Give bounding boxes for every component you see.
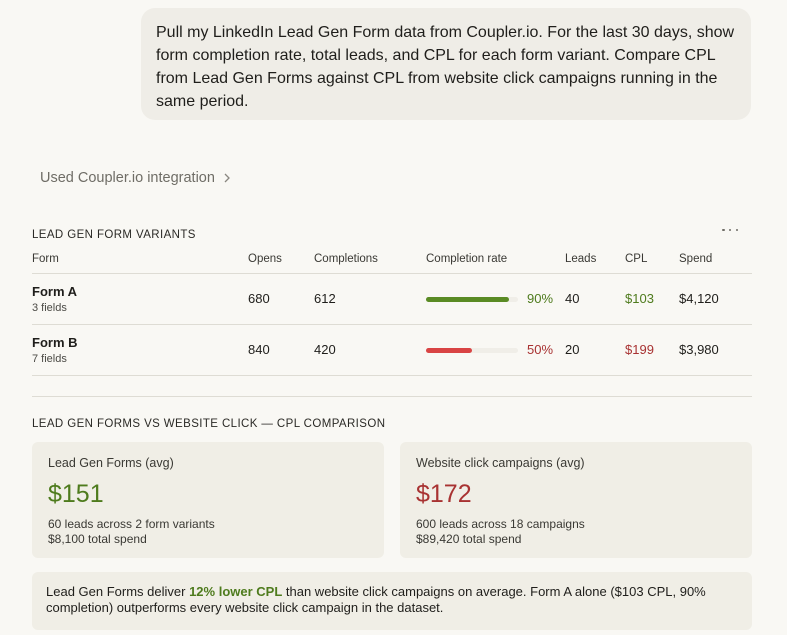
summary-text-before: Lead Gen Forms deliver	[46, 584, 190, 599]
table-row: Form B 7 fields 840 420 50% 20 $199 $3,9…	[32, 325, 752, 376]
cpl-value: $199	[625, 342, 654, 357]
opens-value: 840	[248, 342, 270, 357]
website-click-card: Website click campaigns (avg) $172 600 l…	[400, 442, 752, 558]
summary-callout: Lead Gen Forms deliver 12% lower CPL tha…	[32, 572, 752, 630]
lead-gen-card: Lead Gen Forms (avg) $151 60 leads acros…	[32, 442, 384, 558]
completion-rate-bar	[426, 348, 518, 353]
leads-value: 20	[565, 342, 580, 357]
col-cpl: CPL	[625, 253, 648, 265]
spend-value: $3,980	[679, 342, 719, 357]
completion-rate-value: 50%	[527, 342, 554, 357]
table-row: Form A 3 fields 680 612 90% 40 $103 $4,1…	[32, 274, 752, 325]
summary-highlight: 12% lower CPL	[189, 584, 283, 599]
user-message-bubble: Pull my LinkedIn Lead Gen Form data from…	[141, 8, 751, 120]
table-header: Form Opens Completions Completion rate L…	[32, 250, 752, 274]
tool-use-toggle[interactable]: Used Coupler.io integration	[40, 170, 231, 186]
cpl-value: $103	[625, 291, 654, 306]
completion-rate-fill	[426, 297, 509, 302]
more-options-icon[interactable]	[722, 222, 738, 238]
lead-gen-spend: $8,100 total spend	[48, 532, 147, 546]
completions-value: 612	[314, 291, 336, 306]
website-click-leads: 600 leads across 18 campaigns	[416, 517, 585, 531]
leads-value: 40	[565, 291, 580, 306]
col-form: Form	[32, 253, 59, 265]
lead-gen-label: Lead Gen Forms (avg)	[48, 456, 174, 470]
website-click-spend: $89,420 total spend	[416, 532, 522, 546]
chevron-right-icon	[223, 171, 231, 186]
website-click-cpl: $172	[416, 480, 472, 508]
completion-rate-fill	[426, 348, 472, 353]
lead-gen-cpl: $151	[48, 480, 104, 508]
tool-use-label: Used Coupler.io integration	[40, 170, 215, 186]
lead-gen-leads: 60 leads across 2 form variants	[48, 517, 215, 531]
user-message-text: Pull my LinkedIn Lead Gen Form data from…	[156, 24, 735, 110]
col-leads: Leads	[565, 253, 597, 265]
section-divider	[32, 396, 752, 397]
form-fields: 3 fields	[32, 302, 67, 314]
col-completion-rate: Completion rate	[426, 253, 508, 265]
variants-section-title: LEAD GEN FORM VARIANTS	[32, 229, 196, 241]
completions-value: 420	[314, 342, 336, 357]
opens-value: 680	[248, 291, 270, 306]
form-fields: 7 fields	[32, 353, 67, 365]
completion-rate-bar	[426, 297, 518, 302]
spend-value: $4,120	[679, 291, 719, 306]
col-spend: Spend	[679, 253, 713, 265]
completion-rate-value: 90%	[527, 291, 554, 306]
form-name: Form A	[32, 284, 78, 299]
summary-text-after: than website click campaigns on average.…	[46, 584, 706, 615]
form-name: Form B	[32, 335, 78, 350]
comparison-section-title: LEAD GEN FORMS VS WEBSITE CLICK — CPL CO…	[32, 418, 386, 430]
col-completions: Completions	[314, 253, 378, 265]
col-opens: Opens	[248, 253, 282, 265]
website-click-label: Website click campaigns (avg)	[416, 456, 585, 470]
variants-table: Form Opens Completions Completion rate L…	[32, 250, 752, 376]
